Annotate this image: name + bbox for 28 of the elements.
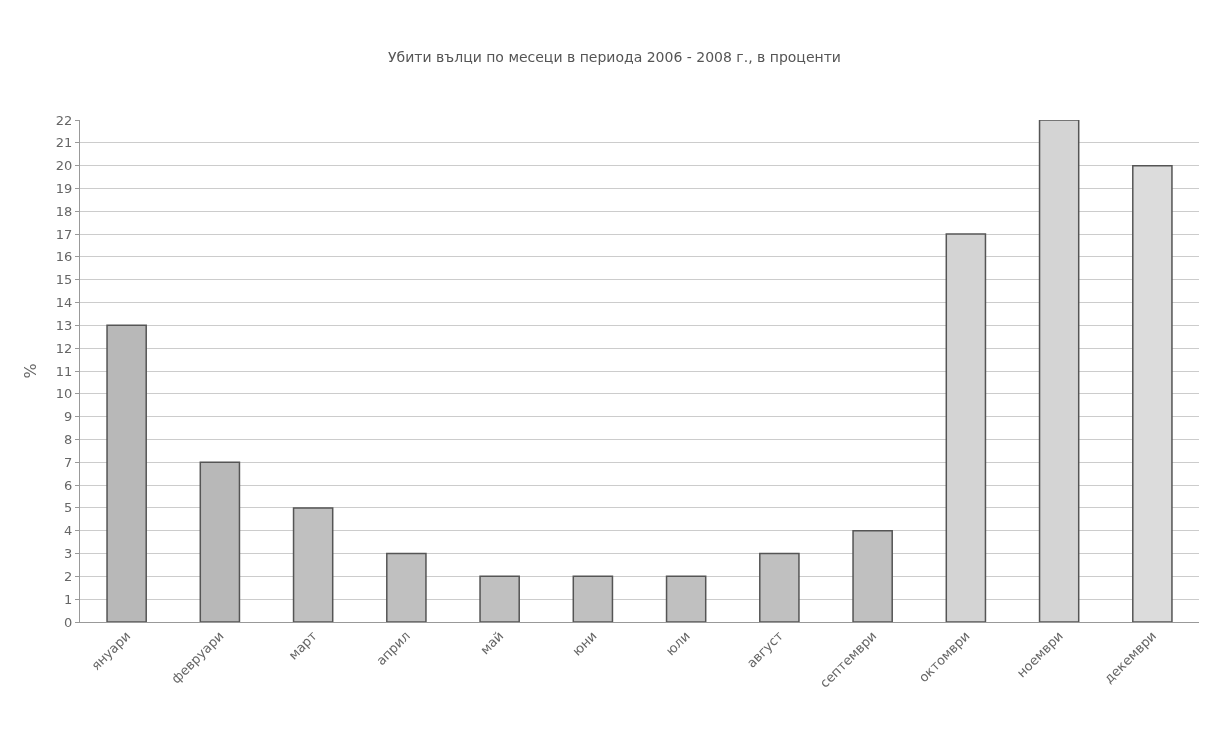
y-tick-label: 12: [55, 340, 73, 356]
y-tick-label: 14: [55, 295, 73, 311]
y-tick-label: 10: [55, 386, 73, 402]
y-tick-label: 7: [64, 454, 73, 470]
y-tick-label: 4: [64, 523, 73, 539]
bar: [199, 461, 241, 622]
chart-title: Убити вълци по месеци в периода 2006 - 2008 г., в проценти: [388, 49, 841, 66]
y-tick-label: 1: [64, 591, 73, 607]
bar: [106, 324, 147, 622]
y-tick-label: 15: [55, 272, 73, 288]
y-tick-label: 21: [55, 135, 73, 151]
y-tick-label: 9: [64, 409, 73, 425]
y-tick-label: 18: [55, 203, 73, 219]
y-tick-label: 19: [55, 181, 73, 196]
y-tick-label: 11: [55, 363, 73, 379]
y-tick-label: 6: [64, 477, 73, 493]
y-tick-label: 20: [55, 158, 73, 174]
y-tick-label: 8: [64, 432, 73, 447]
y-tick-label: 5: [64, 500, 73, 516]
bar: [1132, 164, 1173, 622]
y-tick-label: 13: [55, 317, 73, 333]
y-tick-label: 0: [64, 614, 73, 630]
y-tick-label: 2: [64, 568, 73, 584]
y-tick-label: 3: [64, 546, 73, 562]
y-axis-title: %: [20, 363, 40, 379]
y-tick-label: 17: [55, 226, 73, 242]
y-tick-label: 16: [55, 249, 73, 265]
y-tick-label: 22: [55, 112, 73, 128]
